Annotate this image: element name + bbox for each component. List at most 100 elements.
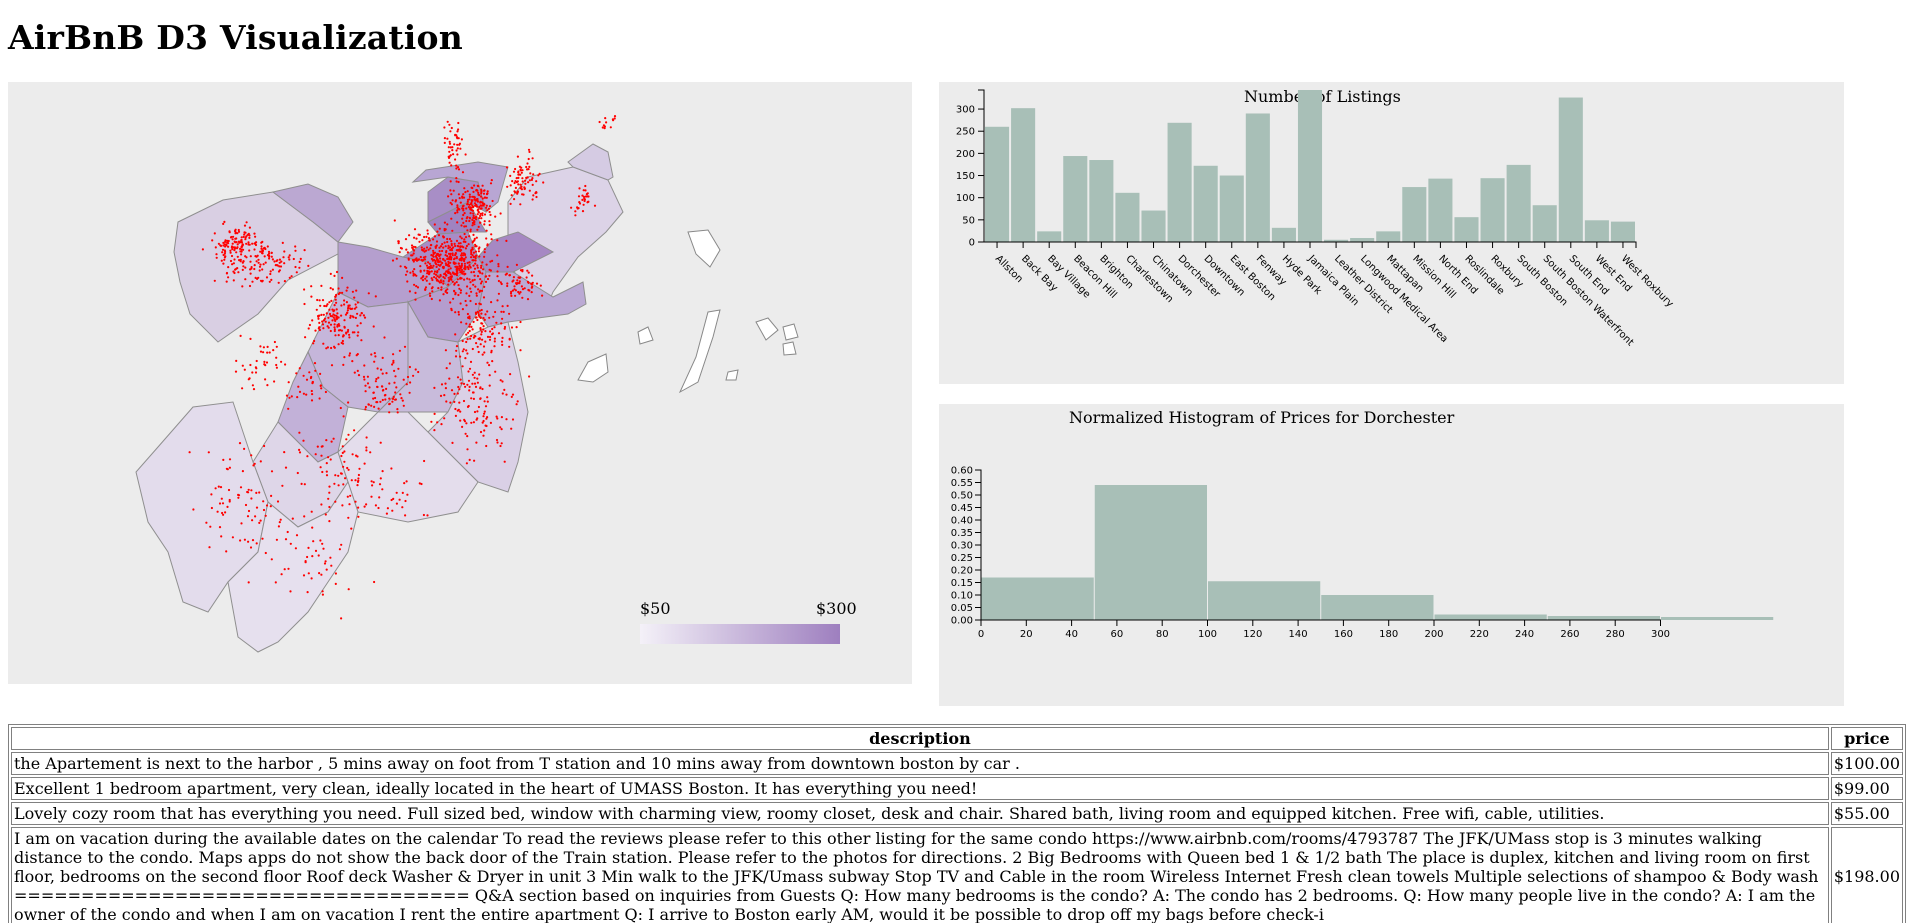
listing-point[interactable] — [514, 289, 517, 292]
listing-point[interactable] — [363, 378, 366, 381]
bar-chinatown[interactable] — [1141, 210, 1166, 242]
listing-point[interactable] — [392, 359, 395, 362]
listing-point[interactable] — [510, 290, 513, 293]
listing-point[interactable] — [475, 188, 478, 192]
listing-point[interactable] — [287, 381, 290, 384]
listing-point[interactable] — [296, 471, 299, 475]
listing-point[interactable] — [473, 220, 476, 223]
listing-point[interactable] — [333, 345, 336, 348]
listing-point[interactable] — [414, 246, 417, 249]
listing-point[interactable] — [456, 267, 459, 270]
listing-point[interactable] — [481, 338, 484, 341]
listing-point[interactable] — [488, 205, 492, 208]
listing-point[interactable] — [465, 219, 468, 223]
listing-point[interactable] — [400, 397, 403, 400]
listing-point[interactable] — [298, 367, 301, 370]
listing-point[interactable] — [244, 266, 247, 269]
listing-point[interactable] — [514, 180, 517, 183]
listing-point[interactable] — [339, 472, 343, 475]
listing-point[interactable] — [503, 460, 506, 463]
listing-point[interactable] — [488, 220, 491, 223]
listing-point[interactable] — [343, 356, 346, 359]
listing-point[interactable] — [473, 274, 476, 277]
listing-point[interactable] — [357, 506, 360, 509]
listing-point[interactable] — [462, 399, 466, 403]
listing-point[interactable] — [468, 235, 471, 238]
listing-point[interactable] — [332, 437, 335, 440]
listing-point[interactable] — [603, 127, 606, 130]
listing-point[interactable] — [374, 355, 377, 358]
listing-point[interactable] — [345, 301, 348, 304]
listing-point[interactable] — [511, 393, 515, 396]
listing-point[interactable] — [428, 282, 431, 285]
listing-point[interactable] — [388, 411, 391, 414]
listing-point[interactable] — [247, 378, 250, 381]
listing-point[interactable] — [425, 279, 428, 282]
listing-point[interactable] — [517, 290, 520, 294]
listing-point[interactable] — [438, 276, 441, 279]
bar-downtown[interactable] — [1193, 165, 1218, 242]
listing-point[interactable] — [477, 191, 480, 194]
listing-point[interactable] — [394, 391, 397, 394]
listing-point[interactable] — [373, 360, 376, 363]
neighborhood-charlestown[interactable] — [411, 161, 509, 213]
listing-point[interactable] — [347, 328, 350, 332]
listing-point[interactable] — [232, 235, 235, 238]
listing-point[interactable] — [370, 404, 373, 407]
listing-point[interactable] — [459, 355, 462, 358]
listing-point[interactable] — [474, 262, 477, 265]
listing-point[interactable] — [457, 293, 460, 297]
listing-point[interactable] — [343, 319, 346, 322]
listing-point[interactable] — [484, 313, 487, 316]
listing-point[interactable] — [224, 511, 227, 514]
listing-point[interactable] — [275, 345, 278, 348]
listing-point[interactable] — [511, 180, 514, 183]
listing-point[interactable] — [468, 323, 471, 326]
listing-point[interactable] — [338, 548, 341, 551]
listing-point[interactable] — [471, 382, 474, 385]
listing-point[interactable] — [450, 258, 453, 261]
listing-point[interactable] — [354, 303, 357, 306]
listing-point[interactable] — [447, 155, 450, 158]
listing-point[interactable] — [446, 288, 449, 291]
listing-point[interactable] — [388, 397, 391, 400]
listing-point[interactable] — [370, 480, 373, 483]
listing-point[interactable] — [334, 298, 337, 301]
listing-point[interactable] — [454, 333, 457, 336]
bar-roxbury[interactable] — [1480, 178, 1505, 242]
listing-point[interactable] — [525, 165, 528, 169]
listing-point[interactable] — [356, 480, 360, 483]
listing-point[interactable] — [482, 415, 485, 418]
listing-point[interactable] — [438, 281, 441, 284]
histogram-bar[interactable] — [1208, 581, 1321, 620]
listing-point[interactable] — [436, 230, 439, 233]
listing-point[interactable] — [340, 454, 343, 458]
listing-point[interactable] — [462, 382, 466, 385]
listing-point[interactable] — [474, 312, 478, 315]
bar-longwood-medical-area[interactable] — [1350, 238, 1375, 242]
listing-point[interactable] — [494, 370, 497, 373]
listing-point[interactable] — [374, 504, 377, 507]
listing-point[interactable] — [302, 574, 306, 577]
listing-point[interactable] — [375, 377, 378, 381]
listing-point[interactable] — [483, 248, 486, 251]
listing-point[interactable] — [415, 285, 418, 288]
listing-point[interactable] — [511, 289, 514, 292]
listing-point[interactable] — [278, 265, 281, 268]
listing-point[interactable] — [528, 375, 531, 378]
listing-point[interactable] — [593, 204, 597, 207]
listing-point[interactable] — [474, 316, 478, 319]
listing-point[interactable] — [332, 316, 335, 319]
listing-point[interactable] — [587, 195, 590, 198]
listing-point[interactable] — [459, 245, 462, 249]
listing-point[interactable] — [477, 350, 480, 354]
listing-point[interactable] — [451, 252, 454, 255]
listing-point[interactable] — [441, 243, 444, 246]
listing-point[interactable] — [265, 276, 269, 279]
listing-point[interactable] — [447, 276, 450, 279]
listing-point[interactable] — [404, 238, 408, 241]
listing-point[interactable] — [491, 332, 494, 335]
listing-point[interactable] — [346, 311, 349, 314]
listing-point[interactable] — [310, 399, 314, 402]
listing-point[interactable] — [247, 491, 250, 494]
